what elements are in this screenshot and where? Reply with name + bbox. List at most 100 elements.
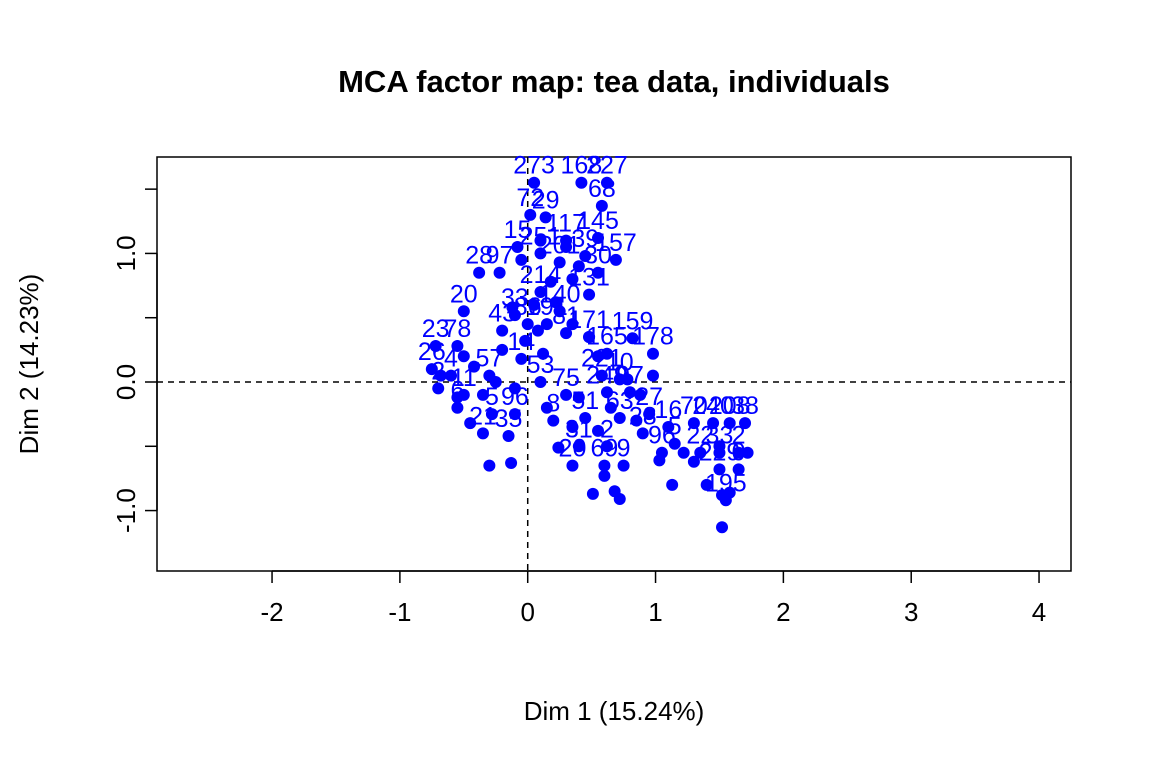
point-label: 29: [532, 186, 560, 214]
data-point: [598, 459, 611, 472]
point-label: 26: [418, 338, 446, 366]
data-point: [566, 459, 579, 472]
chart-title: MCA factor map: tea data, individuals: [338, 64, 890, 99]
data-point: [716, 521, 729, 534]
data-point: [666, 478, 679, 491]
point-label: 72: [516, 184, 544, 212]
data-point: [540, 401, 553, 414]
point-label: 10: [606, 348, 634, 376]
x-tick-label: -2: [260, 597, 283, 627]
data-point: [537, 347, 550, 360]
point-label: 251: [520, 222, 562, 250]
data-point: [553, 305, 566, 318]
data-point: [613, 493, 626, 505]
data-point: [528, 298, 541, 311]
data-point: [544, 275, 557, 288]
point-label: 165: [586, 323, 628, 351]
point-label: 11: [451, 364, 477, 392]
data-point: [496, 324, 509, 337]
data-point: [524, 208, 537, 221]
point-label: 33: [706, 422, 734, 450]
data-point: [502, 430, 515, 442]
data-point: [609, 253, 622, 266]
data-point: [662, 421, 675, 433]
point-label: 39: [571, 225, 599, 253]
point-label: 178: [632, 323, 674, 351]
data-point: [707, 417, 720, 430]
point-label: 227: [586, 152, 628, 180]
data-point: [552, 441, 565, 454]
point-label: 97: [486, 242, 514, 270]
point-label: 5: [668, 413, 682, 441]
data-point: [741, 446, 754, 459]
data-point: [519, 334, 532, 347]
data-point: [521, 318, 534, 331]
y-tick-label: 1.0: [111, 235, 141, 271]
data-point: [623, 386, 636, 399]
point-label: 117: [546, 210, 586, 238]
data-point: [687, 455, 700, 468]
data-point: [508, 408, 521, 421]
point-label: 240: [692, 392, 734, 420]
data-point: [451, 391, 464, 404]
data-point: [687, 417, 700, 430]
data-point: [457, 350, 470, 363]
point-label: 208: [709, 392, 751, 420]
point-label: 96: [501, 383, 529, 411]
data-point: [566, 273, 579, 286]
point-label: 97: [616, 361, 644, 389]
data-point: [694, 446, 707, 459]
data-point: [505, 457, 518, 469]
data-point: [586, 487, 599, 500]
point-label: 201: [539, 231, 581, 259]
data-point: [634, 388, 647, 401]
data-point: [566, 421, 579, 433]
data-point: [432, 382, 445, 395]
data-point: [549, 296, 562, 309]
data-point: [643, 408, 656, 421]
point-label: 96: [648, 422, 676, 450]
data-point: [739, 417, 752, 430]
point-label: 6: [450, 377, 464, 405]
data-point: [646, 369, 659, 382]
data-point: [506, 301, 519, 314]
point-label: 195: [705, 469, 747, 497]
data-point: [515, 352, 528, 365]
data-point: [560, 327, 573, 340]
data-point: [511, 241, 524, 253]
scatter-points: [425, 176, 754, 534]
x-tick-label: 3: [904, 597, 918, 627]
point-label: 249: [586, 361, 628, 389]
point-label: 38: [731, 392, 759, 420]
data-point: [700, 478, 713, 491]
data-point: [560, 241, 573, 253]
data-point: [583, 288, 596, 301]
point-label: 30: [584, 242, 612, 270]
data-point: [723, 486, 736, 499]
point-label: 4: [444, 345, 458, 373]
point-label: 68: [588, 175, 616, 203]
data-point: [583, 331, 596, 343]
data-point: [566, 318, 579, 331]
data-point: [534, 286, 547, 298]
data-point: [425, 363, 438, 376]
point-label: 131: [568, 264, 610, 292]
data-point: [489, 376, 502, 388]
point-label: 31: [565, 415, 593, 443]
data-point: [579, 250, 592, 262]
x-axis-label: Dim 1 (15.24%): [524, 696, 705, 726]
point-label: 15: [504, 216, 532, 244]
data-point: [626, 332, 639, 345]
point-label: 35: [495, 405, 523, 433]
data-point: [668, 437, 681, 450]
data-point: [723, 417, 736, 430]
y-tick-label: 0.0: [111, 364, 141, 400]
point-label: 81: [552, 302, 580, 330]
x-tick-label: 0: [520, 597, 534, 627]
point-label: 23: [422, 315, 450, 343]
point-label: 20: [450, 280, 478, 308]
data-point: [451, 340, 464, 352]
data-point: [547, 414, 560, 427]
data-point: [528, 176, 541, 189]
